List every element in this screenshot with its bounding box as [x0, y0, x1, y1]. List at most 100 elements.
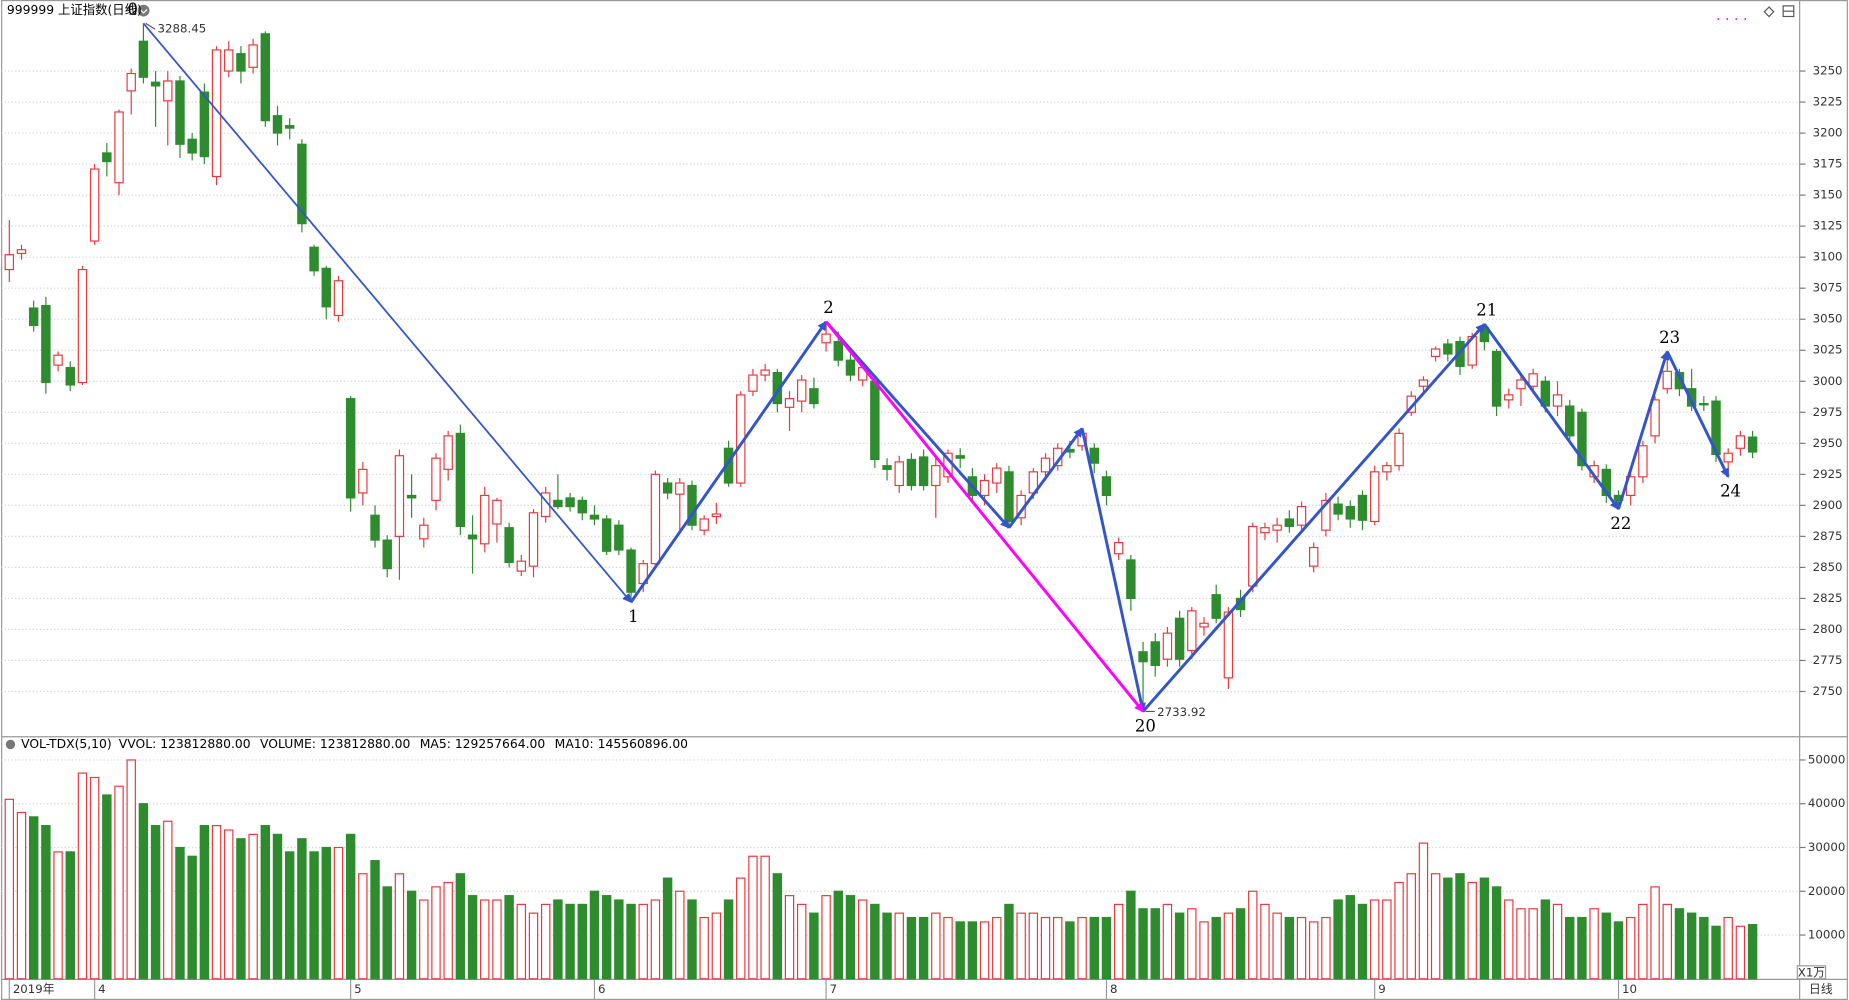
volume-bar	[1113, 903, 1124, 980]
candle-body	[187, 138, 197, 154]
volume-bar	[1552, 903, 1563, 980]
volume-bar	[1028, 912, 1039, 980]
candle-body	[370, 514, 380, 541]
candle-body	[1345, 506, 1356, 520]
volume-bar	[1162, 903, 1173, 980]
volume-bar	[1662, 903, 1672, 980]
y-tick-label: 3000	[1813, 374, 1843, 388]
legend-entry: VVOL: 123812880.00	[119, 737, 251, 751]
candle-body	[1248, 525, 1258, 587]
candle-body	[1187, 610, 1197, 652]
marks	[4, 23, 1758, 980]
y-tick-label: 3150	[1813, 188, 1843, 202]
candle-body	[906, 458, 917, 487]
candle-body	[224, 49, 234, 72]
volume-bar	[89, 776, 100, 980]
volume-bar	[1260, 903, 1270, 980]
volume-bar	[4, 798, 15, 980]
volume-bar	[687, 899, 697, 980]
candle-body	[272, 115, 283, 134]
volume-bar	[1235, 908, 1246, 980]
volume-bar	[1516, 908, 1526, 980]
candle-body	[333, 280, 344, 317]
chart-title: 999999 上证指数(日线)	[7, 2, 142, 17]
candle-body	[1284, 518, 1295, 528]
volume-bar	[1747, 924, 1758, 980]
volume-bar	[540, 903, 551, 980]
candle-body	[406, 494, 417, 499]
candle-body	[1309, 546, 1319, 567]
candle-body	[1040, 457, 1051, 473]
volume-bar	[187, 855, 197, 980]
candle-body	[918, 456, 929, 487]
vol-menu-icon[interactable]	[5, 739, 16, 750]
candle-body	[1357, 494, 1368, 521]
candle-body	[4, 254, 15, 271]
volume-bar	[260, 825, 271, 980]
diamond-icon[interactable]	[1763, 6, 1775, 18]
volume-bar	[1296, 916, 1307, 980]
volume-bar	[1211, 916, 1221, 980]
unit-label: X1万	[1798, 965, 1826, 979]
volume-bar	[1004, 903, 1014, 980]
candle-body	[443, 435, 453, 470]
volume-bar	[1565, 916, 1575, 980]
y-tick-label: 3225	[1813, 95, 1843, 109]
menu-icon[interactable]	[137, 4, 150, 17]
candle-body	[260, 33, 271, 122]
candle-body	[321, 267, 331, 308]
volume-bar	[1625, 916, 1636, 980]
volume-bar	[1345, 895, 1356, 980]
volume-bar	[345, 833, 356, 980]
volume-bar	[1272, 912, 1282, 980]
candle-body	[65, 367, 75, 386]
candle-body	[77, 268, 88, 384]
volume-bar	[1321, 916, 1331, 980]
y-tick-label: 2925	[1813, 467, 1843, 481]
volume-bar	[772, 873, 783, 980]
x-tick-label: 5	[354, 982, 361, 996]
volume-bar	[943, 916, 953, 980]
candle-body	[102, 152, 112, 163]
volume-bar	[382, 886, 392, 980]
candle-body	[589, 514, 600, 520]
y-tick-label: 3100	[1813, 250, 1843, 264]
candle-body	[138, 40, 149, 78]
volume-bar	[1467, 881, 1477, 980]
wave-label: 24	[1720, 482, 1741, 501]
candle-body	[662, 482, 673, 494]
volume-bar	[614, 899, 624, 980]
volume-bar	[1686, 912, 1697, 980]
x-tick-label: 7	[830, 982, 837, 996]
max-tag-line	[145, 22, 156, 30]
legend-entry: VOLUME: 123812880.00	[260, 737, 410, 751]
volume-bar	[211, 825, 222, 980]
wave-label: 2	[823, 298, 833, 317]
candle-body	[845, 359, 856, 376]
candle-body	[1150, 641, 1160, 667]
candle-body	[126, 72, 136, 92]
volume-bar	[1430, 873, 1441, 980]
candle-body	[577, 499, 587, 514]
candle-body	[199, 91, 210, 158]
candle-body	[650, 473, 661, 565]
y-tick-label: 3200	[1813, 126, 1843, 140]
candle-body	[28, 307, 39, 327]
candle-body	[382, 539, 392, 570]
candle-body	[626, 549, 636, 593]
candle-body	[16, 249, 27, 255]
volume-bar	[1577, 916, 1587, 980]
volume-bar	[1187, 908, 1197, 980]
volume-bar	[114, 785, 124, 980]
overlay: 3288.45 2733.92 0 1 2 20 21 22 23 24 VVOL: 1238128…	[119, 0, 1741, 751]
candle-body	[358, 468, 368, 494]
candle-body	[870, 380, 880, 461]
y-tick-label: 2775	[1813, 653, 1843, 667]
candle-body	[796, 379, 807, 402]
volume-bar	[821, 895, 831, 980]
candle-body	[1577, 411, 1587, 467]
volume-bar	[796, 903, 807, 980]
volume-bar	[1309, 921, 1319, 980]
y-tick-label: 20000	[1808, 884, 1845, 898]
